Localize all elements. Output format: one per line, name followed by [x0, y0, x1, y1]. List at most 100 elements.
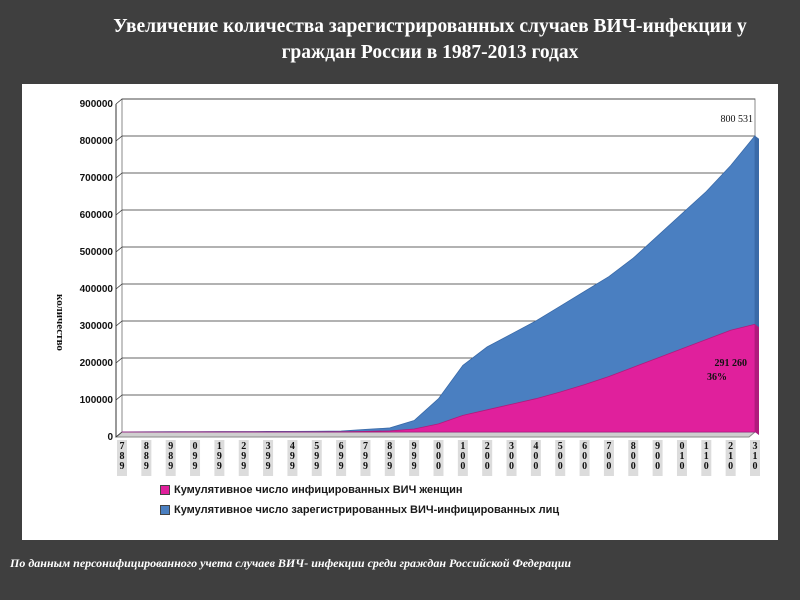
x-tick-label: 0	[728, 461, 733, 472]
x-tick-label: 9	[290, 461, 295, 472]
gridline-depth	[115, 172, 123, 179]
x-tick-label: 5	[314, 441, 319, 452]
x-tick-label: 9	[412, 451, 417, 462]
x-tick-label: 0	[655, 451, 660, 462]
y-tick-label: 600000	[80, 210, 114, 221]
x-tick-label: 1	[728, 451, 733, 462]
data-label-total: 800 531	[721, 114, 754, 125]
x-tick-label: 9	[217, 461, 222, 472]
x-tick-box	[725, 440, 736, 476]
plot-floor	[114, 431, 757, 438]
x-tick-label: 9	[363, 451, 368, 462]
series-edge-women	[755, 324, 759, 435]
x-tick-label: 0	[485, 451, 490, 462]
x-tick-label: 0	[485, 461, 490, 472]
x-tick-label: 1	[217, 441, 222, 452]
legend-swatch-total	[160, 505, 170, 515]
x-tick-label: 9	[217, 451, 222, 462]
x-tick-box	[750, 440, 760, 476]
x-tick-label: 9	[120, 461, 125, 472]
x-tick-label: 0	[558, 451, 563, 462]
x-tick-label: 7	[606, 441, 611, 452]
x-tick-label: 6	[582, 441, 587, 452]
legend-swatch-women	[160, 485, 170, 495]
y-tick-label: 300000	[80, 321, 114, 332]
x-tick-label: 0	[193, 441, 198, 452]
x-tick-label: 0	[509, 451, 514, 462]
x-tick-label: 0	[436, 461, 441, 472]
x-tick-label: 9	[290, 451, 295, 462]
x-tick-box	[141, 440, 152, 476]
x-tick-box	[506, 440, 517, 476]
x-tick-label: 1	[460, 441, 465, 452]
x-tick-label: 8	[168, 451, 173, 462]
x-tick-label: 9	[241, 461, 246, 472]
y-tick-label: 800000	[80, 136, 114, 147]
x-tick-label: 9	[387, 451, 392, 462]
x-tick-label: 9	[168, 441, 173, 452]
x-tick-label: 9	[266, 461, 271, 472]
x-tick-box	[287, 440, 298, 476]
x-tick-box	[238, 440, 249, 476]
x-tick-label: 0	[460, 461, 465, 472]
legend-label-total: Кумулятивное число зарегистрированных ВИ…	[174, 504, 560, 516]
x-tick-label: 6	[339, 441, 344, 452]
x-tick-label: 7	[363, 441, 368, 452]
x-tick-label: 9	[168, 461, 173, 472]
x-tick-box	[482, 440, 493, 476]
x-tick-label: 2	[241, 441, 246, 452]
x-tick-label: 1	[704, 441, 709, 452]
hiv-cases-area-chart: 0100000200000300000400000500000600000700…	[80, 98, 760, 476]
legend-label-women: Кумулятивное число инфицированных ВИЧ же…	[174, 484, 463, 496]
x-tick-box	[117, 440, 127, 476]
x-tick-box	[409, 440, 420, 476]
x-tick-box	[433, 440, 444, 476]
x-tick-label: 9	[266, 451, 271, 462]
x-tick-label: 0	[631, 461, 636, 472]
x-tick-label: 8	[120, 451, 125, 462]
x-tick-label: 9	[314, 451, 319, 462]
x-tick-label: 7	[120, 441, 125, 452]
x-tick-box	[555, 440, 566, 476]
x-tick-label: 4	[290, 441, 295, 452]
x-tick-label: 0	[460, 451, 465, 462]
x-tick-box	[457, 440, 468, 476]
x-tick-label: 0	[436, 451, 441, 462]
y-tick-label: 700000	[80, 173, 114, 184]
y-tick-label: 0	[107, 432, 113, 443]
x-tick-label: 0	[558, 461, 563, 472]
x-tick-label: 9	[363, 461, 368, 472]
x-tick-label: 0	[631, 451, 636, 462]
x-tick-label: 9	[314, 461, 319, 472]
x-tick-label: 9	[339, 461, 344, 472]
x-tick-box	[360, 440, 371, 476]
x-tick-label: 0	[606, 461, 611, 472]
x-tick-box	[579, 440, 590, 476]
y-tick-label: 500000	[80, 247, 114, 258]
gridline-depth	[115, 357, 123, 364]
source-footnote: По данным персонифицированного учета слу…	[10, 556, 572, 570]
slide-title: Увеличение количества зарегистрированных…	[113, 16, 747, 63]
x-tick-label: 9	[193, 461, 198, 472]
x-tick-label: 3	[266, 441, 271, 452]
x-tick-label: 2	[485, 441, 490, 452]
x-tick-box	[701, 440, 712, 476]
gridline-depth	[115, 394, 123, 401]
x-tick-label: 8	[387, 441, 392, 452]
x-tick-label: 0	[655, 461, 660, 472]
gridline-depth	[115, 431, 123, 438]
x-tick-box	[336, 440, 347, 476]
x-tick-label: 3	[509, 441, 514, 452]
x-tick-box	[311, 440, 322, 476]
chart-legend: Кумулятивное число инфицированных ВИЧ же…	[160, 480, 559, 520]
x-tick-label: 1	[753, 451, 758, 462]
x-tick-label: 9	[412, 461, 417, 472]
gridline-depth	[115, 135, 123, 142]
gridline-depth	[115, 283, 123, 290]
x-tick-label: 0	[533, 461, 538, 472]
y-tick-label: 200000	[80, 358, 114, 369]
x-tick-box	[165, 440, 176, 476]
x-tick-label: 9	[655, 441, 660, 452]
y-tick-label: 100000	[80, 395, 114, 406]
x-tick-label: 8	[144, 451, 149, 462]
